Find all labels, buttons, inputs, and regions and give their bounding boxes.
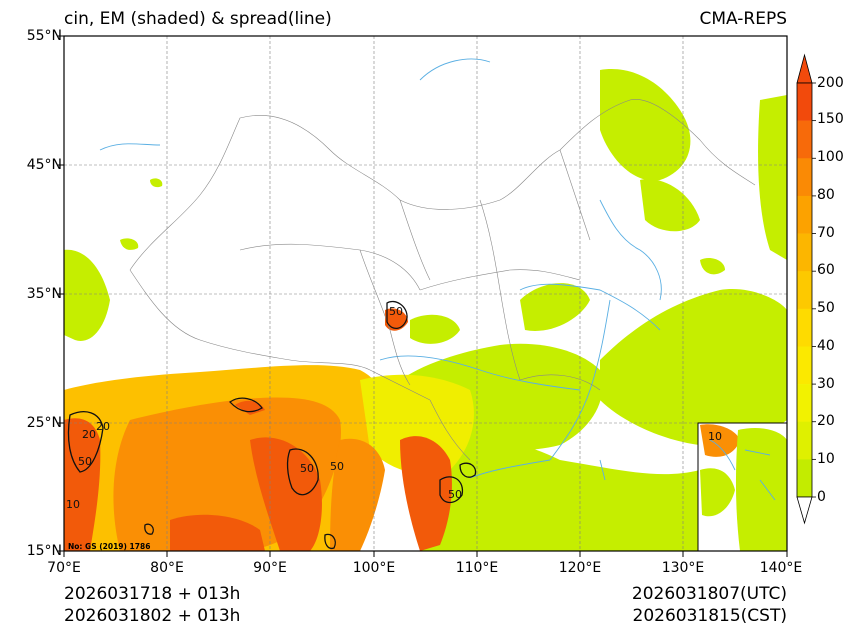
colorbar: [796, 53, 816, 525]
colorbar-segment: [797, 384, 812, 423]
lon-label: 90°E: [253, 560, 287, 576]
colorbar-label: 70: [817, 225, 835, 241]
colorbar-label: 30: [817, 376, 835, 392]
colorbar-label: 10: [817, 451, 835, 467]
lon-label: 100°E: [352, 560, 396, 576]
contour-label: 20: [82, 428, 96, 441]
contour-label: 50: [448, 488, 462, 501]
axis-ticks: [58, 35, 788, 557]
contour-label: 50: [300, 462, 314, 475]
contour-label: 50: [330, 460, 344, 473]
init-time-utc: 2026031718 + 013h: [64, 584, 241, 604]
colorbar-label: 0: [817, 489, 826, 505]
colorbar-segment: [797, 120, 812, 159]
valid-time-utc: 2026031807(UTC): [631, 584, 787, 604]
shading-green: [64, 69, 787, 551]
colorbar-segment: [797, 421, 812, 460]
map-plot-area: [64, 36, 787, 551]
shading-orange: [64, 308, 740, 551]
rivers-coastlines: [99, 58, 761, 481]
map-title: cin, EM (shaded) & spread(line): [64, 9, 332, 29]
lon-label: 120°E: [558, 560, 602, 576]
colorbar-label: 150: [817, 111, 844, 127]
contour-label: 50: [78, 455, 92, 468]
colorbar-label: 200: [817, 75, 844, 91]
colorbar-segment: [797, 158, 812, 197]
lat-label: 25°N: [26, 415, 62, 431]
colorbar-label: 50: [817, 300, 835, 316]
lat-label: 15°N: [26, 543, 62, 559]
colorbar-segment: [797, 83, 812, 121]
south-china-sea-inset: [697, 422, 787, 551]
colorbar-label: 40: [817, 338, 835, 354]
colorbar-segment: [797, 195, 812, 234]
lon-label: 140°E: [759, 560, 803, 576]
lat-label: 45°N: [26, 157, 62, 173]
map-credit: No: GS (2019) 1786: [68, 542, 151, 551]
model-name: CMA-REPS: [699, 9, 787, 29]
colorbar-segment: [797, 459, 812, 498]
contour-label: 50: [389, 305, 403, 318]
colorbar-label: 20: [817, 413, 835, 429]
lon-label: 110°E: [455, 560, 499, 576]
init-time-cst: 2026031802 + 013h: [64, 606, 241, 626]
contour-label: 10: [66, 498, 80, 511]
administrative-borders: [129, 99, 756, 461]
colorbar-segment: [797, 308, 812, 347]
colorbar-segment: [797, 233, 812, 272]
contour-label: 10: [708, 430, 722, 443]
colorbar-label: 80: [817, 187, 835, 203]
colorbar-extend-max: [796, 53, 813, 84]
contour-label: 20: [96, 420, 110, 433]
colorbar-segment: [797, 346, 812, 385]
contour-labels: 50 50 50 50 50 20 20 10 10: [66, 305, 722, 511]
colorbar-label: 100: [817, 149, 844, 165]
lat-label: 55°N: [26, 28, 62, 44]
lon-label: 70°E: [47, 560, 81, 576]
spread-contours: [67, 300, 477, 550]
lat-label: 35°N: [26, 286, 62, 302]
lon-label: 80°E: [150, 560, 184, 576]
lon-label: 130°E: [661, 560, 705, 576]
colorbar-extend-min: [796, 496, 813, 525]
valid-time-cst: 2026031815(CST): [632, 606, 787, 626]
grid-lines: [64, 36, 787, 551]
colorbar-segment: [797, 271, 812, 310]
colorbar-label: 60: [817, 262, 835, 278]
